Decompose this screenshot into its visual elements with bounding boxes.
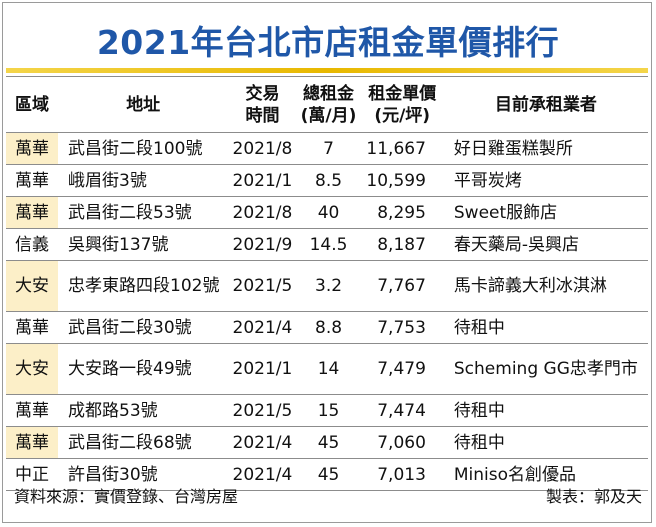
time-cell: 2021/1: [228, 164, 297, 197]
address-cell: 忠孝東路四段102號: [58, 260, 229, 312]
tenant-cell: 好日雞蛋糕製所: [443, 132, 648, 165]
address-cell: 武昌街二段68號: [58, 426, 229, 459]
price-cell: 8,187: [360, 228, 444, 261]
table-row: 萬華 武昌街二段100號 2021/8 7 11,667 好日雞蛋糕製所: [6, 132, 648, 165]
table-header-row: 區域 地址 交易 時間 總租金 (萬/月) 租金單價 (元/坪) 目前承租業者: [6, 76, 648, 133]
header-price-line1: 租金單價: [368, 83, 437, 104]
district-cell: 大安: [6, 260, 58, 312]
time-cell: 2021/5: [228, 260, 297, 312]
price-cell: 7,767: [360, 260, 444, 312]
time-cell: 2021/1: [228, 343, 297, 395]
source-note: 資料來源：實價登錄、台灣房屋: [14, 487, 239, 506]
price-cell: 11,667: [360, 132, 444, 165]
tenant-cell: 待租中: [443, 426, 648, 459]
header-district: 區域: [6, 76, 58, 133]
address-cell: 許昌街30號: [58, 458, 229, 491]
tenant-cell: 春天藥局-吳興店: [443, 228, 648, 261]
header-tenant: 目前承租業者: [443, 76, 648, 133]
rent-cell: 15: [296, 394, 361, 427]
district-cell: 中正: [6, 458, 58, 491]
price-cell: 7,479: [360, 343, 444, 395]
district-cell: 萬華: [6, 394, 58, 427]
time-cell: 2021/8: [228, 196, 297, 229]
rent-ranking-table: 區域 地址 交易 時間 總租金 (萬/月) 租金單價 (元/坪) 目前承租業者 …: [6, 76, 648, 491]
table-row: 萬華 成都路53號 2021/5 15 7,474 待租中: [6, 394, 648, 427]
address-cell: 武昌街二段30號: [58, 311, 229, 344]
table-row: 萬華 武昌街二段30號 2021/4 8.8 7,753 待租中: [6, 311, 648, 344]
title-underline: [6, 68, 648, 73]
table-row: 萬華 武昌街二段53號 2021/8 40 8,295 Sweet服飾店: [6, 196, 648, 229]
page-title: 2021年台北市店租金單價排行: [96, 23, 560, 62]
table-row: 信義 吳興街137號 2021/9 14.5 8,187 春天藥局-吳興店: [6, 228, 648, 261]
tenant-cell: 馬卡諦義大利冰淇淋: [443, 260, 648, 312]
table-body: 萬華 武昌街二段100號 2021/8 7 11,667 好日雞蛋糕製所 萬華 峨眉街3號 20…: [6, 132, 648, 491]
tenant-cell: Miniso名創優品: [443, 458, 648, 491]
district-cell: 萬華: [6, 196, 58, 229]
table-row: 大安 大安路一段49號 2021/1 14 7,479 Scheming GG忠孝門市: [6, 343, 648, 395]
time-cell: 2021/9: [228, 228, 297, 261]
tenant-cell: 待租中: [443, 394, 648, 427]
time-cell: 2021/4: [228, 426, 297, 459]
district-cell: 萬華: [6, 311, 58, 344]
time-cell: 2021/4: [228, 458, 297, 491]
time-cell: 2021/4: [228, 311, 297, 344]
tenant-cell: Sweet服飾店: [443, 196, 648, 229]
district-cell: 萬華: [6, 132, 58, 165]
header-rent-line2: (萬/月): [300, 105, 357, 126]
author-credit: 製表：郭及天: [545, 487, 642, 506]
table-row: 萬華 武昌街二段68號 2021/4 45 7,060 待租中: [6, 426, 648, 459]
header-time-line1: 交易: [245, 83, 280, 104]
price-cell: 8,295: [360, 196, 444, 229]
district-cell: 信義: [6, 228, 58, 261]
address-cell: 成都路53號: [58, 394, 229, 427]
header-time-line2: 時間: [245, 105, 280, 126]
district-cell: 大安: [6, 343, 58, 395]
rent-cell: 8.8: [296, 311, 361, 344]
table-row: 大安 忠孝東路四段102號 2021/5 3.2 7,767 馬卡諦義大利冰淇淋: [6, 260, 648, 312]
header-price: 租金單價 (元/坪): [360, 76, 444, 133]
rent-cell: 45: [296, 458, 361, 491]
address-cell: 吳興街137號: [58, 228, 229, 261]
header-price-line2: (元/坪): [374, 105, 431, 126]
rent-cell: 3.2: [296, 260, 361, 312]
address-cell: 大安路一段49號: [58, 343, 229, 395]
header-rent: 總租金 (萬/月): [296, 76, 361, 133]
price-cell: 7,060: [360, 426, 444, 459]
address-cell: 武昌街二段53號: [58, 196, 229, 229]
table-row: 萬華 峨眉街3號 2021/1 8.5 10,599 平哥炭烤: [6, 164, 648, 197]
price-cell: 7,474: [360, 394, 444, 427]
address-cell: 峨眉街3號: [58, 164, 229, 197]
rent-cell: 14: [296, 343, 361, 395]
price-cell: 10,599: [360, 164, 444, 197]
rent-cell: 8.5: [296, 164, 361, 197]
tenant-cell: Scheming GG忠孝門市: [443, 343, 648, 395]
time-cell: 2021/8: [228, 132, 297, 165]
district-cell: 萬華: [6, 164, 58, 197]
price-cell: 7,013: [360, 458, 444, 491]
tenant-cell: 平哥炭烤: [443, 164, 648, 197]
header-rent-line1: 總租金: [303, 83, 355, 104]
rent-cell: 14.5: [296, 228, 361, 261]
rent-cell: 45: [296, 426, 361, 459]
price-cell: 7,753: [360, 311, 444, 344]
address-cell: 武昌街二段100號: [58, 132, 229, 165]
rent-cell: 7: [296, 132, 361, 165]
time-cell: 2021/5: [228, 394, 297, 427]
district-cell: 萬華: [6, 426, 58, 459]
rent-cell: 40: [296, 196, 361, 229]
header-time: 交易 時間: [228, 76, 297, 133]
table-row: 中正 許昌街30號 2021/4 45 7,013 Miniso名創優品: [6, 458, 648, 491]
header-address: 地址: [58, 76, 229, 133]
tenant-cell: 待租中: [443, 311, 648, 344]
